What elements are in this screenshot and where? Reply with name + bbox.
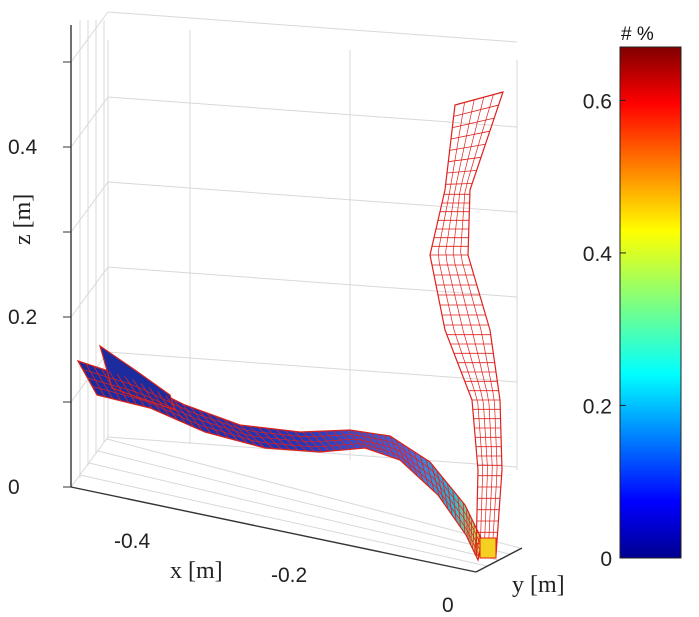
mesh-line — [445, 183, 473, 185]
z-ticks: 0 0.2 0.4 — [8, 61, 71, 499]
mesh-line — [437, 102, 483, 556]
grid-line — [70, 181, 109, 233]
colorbar-tick-label: 0 — [600, 548, 612, 571]
mesh-line — [389, 435, 401, 461]
colorbar-tick-label: 0.4 — [583, 243, 613, 266]
mesh-line — [239, 424, 266, 449]
base-block — [479, 537, 497, 559]
grid-line — [70, 266, 109, 318]
x-ticks: -0.4 -0.2 0 — [114, 530, 454, 617]
mesh-line — [87, 377, 481, 551]
grid-line — [88, 462, 499, 561]
mesh-line — [92, 386, 480, 556]
y-axis-label: y [m] — [512, 572, 565, 598]
colorbar-gradient — [619, 46, 682, 559]
grid-line — [70, 96, 109, 148]
x-axis-label: x [m] — [170, 558, 223, 584]
horizontal-strip-flap — [98, 344, 176, 411]
grid-line — [106, 438, 521, 549]
mesh-line — [82, 369, 482, 546]
z-tick-label: 0 — [8, 476, 20, 499]
mesh-line — [450, 130, 490, 140]
mesh-line — [448, 156, 482, 163]
grid-line — [107, 181, 518, 213]
mesh-line — [445, 99, 488, 556]
colorbar-tick-label: 0.6 — [583, 90, 612, 113]
mesh-line — [454, 91, 504, 106]
grid-line — [107, 351, 518, 383]
z-tick-label: 0.2 — [8, 306, 37, 329]
grid-line — [70, 11, 109, 63]
z-axis-label: z [m] — [10, 194, 36, 245]
mesh-line — [449, 143, 486, 151]
x-tick-label: -0.4 — [114, 530, 151, 553]
colorbar-tick-label: 0.2 — [583, 395, 612, 418]
grid-line — [107, 266, 518, 298]
grid-line — [107, 11, 518, 43]
mesh-line — [452, 97, 493, 556]
y-axis-line — [475, 547, 523, 573]
z-tick-label: 0.4 — [8, 136, 38, 159]
x-tick-label: -0.2 — [271, 564, 307, 587]
vertical-strip-surface — [429, 91, 504, 559]
horizontal-strip-surface — [76, 344, 483, 562]
colorbar-ticks: 0 0.2 0.4 0.6 — [583, 90, 626, 571]
mesh-line — [453, 104, 499, 117]
colorbar: # % 0 0.2 0.4 0.6 — [583, 24, 682, 571]
grid-line — [97, 450, 510, 555]
mesh-line — [446, 170, 477, 174]
mesh-line — [460, 94, 498, 556]
x-axis-line — [70, 486, 477, 573]
axes-grid — [70, 11, 521, 567]
grid-line — [79, 474, 488, 567]
grid-line — [70, 436, 109, 488]
mesh-line — [452, 117, 495, 129]
x-tick-label: 0 — [442, 594, 454, 617]
colorbar-title: # % — [621, 24, 654, 45]
axes-frame — [70, 25, 523, 573]
grid-line — [107, 96, 518, 128]
